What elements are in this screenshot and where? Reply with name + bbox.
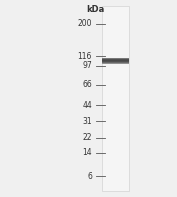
Bar (102, 58, 129, 59)
Text: 31: 31 (82, 117, 92, 126)
Text: 22: 22 (82, 133, 92, 142)
Bar (102, 6, 129, 191)
Text: 200: 200 (78, 19, 92, 28)
Bar (102, 61, 129, 62)
Text: 44: 44 (82, 101, 92, 110)
Text: 14: 14 (82, 148, 92, 157)
Text: 116: 116 (78, 52, 92, 61)
Bar (102, 63, 129, 64)
Bar (102, 59, 129, 60)
Bar (102, 60, 129, 61)
Text: 66: 66 (82, 80, 92, 89)
Bar (102, 62, 129, 63)
Text: 6: 6 (87, 172, 92, 181)
Text: kDa: kDa (86, 5, 105, 14)
Text: 97: 97 (82, 61, 92, 71)
